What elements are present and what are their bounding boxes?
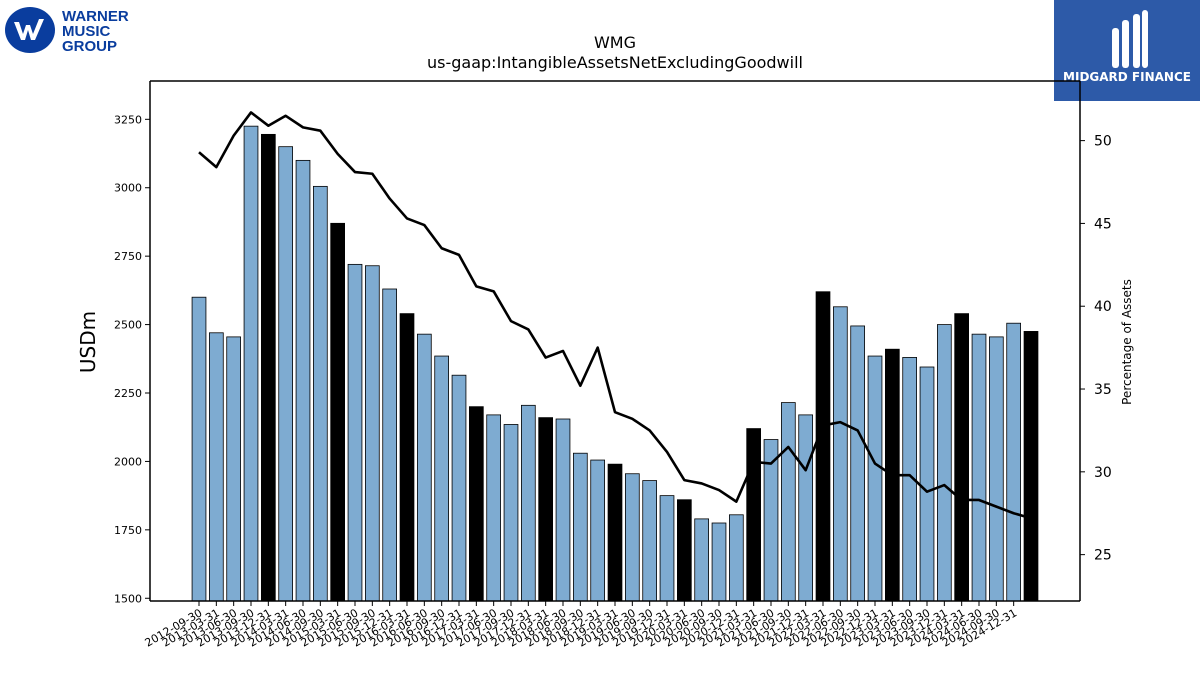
bar [850,325,865,602]
bar [382,288,398,602]
y-right-tick-label: 50 [1094,134,1112,150]
bar [867,355,883,602]
bar [555,418,571,602]
bar [295,159,311,602]
y-right-tick-label: 25 [1094,548,1112,564]
bar [260,133,276,602]
chart-subtitle: us-gaap:IntangibleAssetsNetExcludingGood… [427,53,803,72]
y-axis-label-left: USDm [76,311,100,373]
y-right-tick-label: 35 [1094,382,1112,398]
y-tick-label: 1750 [114,524,142,537]
bar [954,313,969,602]
bar [625,473,640,602]
bar [659,495,675,602]
y-right-tick-label: 30 [1094,465,1112,481]
x-axis-ticks: 2012-09-302013-03-312013-06-302013-09-30… [143,601,1019,650]
line-series [198,111,1032,520]
y-axis-label-right: Percentage of Assets [1120,279,1134,405]
bar [451,374,467,602]
y-right-tick-label: 45 [1094,216,1112,232]
wmg-logo-text-2: MUSIC [62,23,111,40]
y-right-tick-label: 40 [1094,299,1112,315]
bar [399,313,415,602]
bar [486,414,502,602]
bar [642,480,657,602]
bar [729,514,744,602]
bar [521,404,536,602]
bar [208,332,224,602]
bar [815,291,831,602]
bar [694,518,709,602]
mf-logo-text: MIDGARD FINANCE [1063,70,1191,84]
percentage-line [198,111,1032,520]
bar [468,406,484,602]
warner-music-group-logo: WARNER MUSIC GROUP [5,7,129,55]
bar-series [191,125,1039,602]
wmg-logo-text-1: WARNER [62,8,129,25]
bar [226,336,241,602]
bar [503,424,519,602]
midgard-finance-logo: MIDGARD FINANCE [1054,0,1200,101]
y-tick-label: 1500 [114,592,142,605]
y-axis-left-ticks: 1500 1750 2000 2250 2500 2750 3000 3250 [114,113,150,605]
bar [1006,322,1021,602]
bar [590,459,605,602]
bar [347,263,363,602]
y-axis-right-ticks: 25 30 35 40 45 50 [1080,134,1112,564]
wmg-logo-w-mark [14,19,44,40]
bar [1023,331,1039,602]
bar [278,146,294,602]
bar [971,333,987,602]
bar [781,402,796,602]
y-tick-label: 3250 [114,113,142,126]
bar [833,306,848,602]
bar [607,463,623,602]
mf-logo-emblem [1112,10,1148,68]
wmg-logo-text-3: GROUP [62,38,117,55]
bar [746,428,761,602]
bar [798,414,813,602]
bar [416,333,432,602]
bar [711,522,727,602]
bar [191,296,207,602]
bar [989,336,1004,602]
bar [573,452,588,602]
y-tick-label: 2250 [114,387,142,400]
bar [330,222,346,602]
bar [364,265,380,602]
bar [434,355,450,602]
y-tick-label: 3000 [114,182,142,195]
bar [312,185,328,602]
bar [677,499,692,602]
bar [919,366,935,602]
y-tick-label: 2000 [114,455,142,468]
bar [243,125,259,602]
chart-title: WMG [594,33,636,52]
bar [937,324,952,602]
y-tick-label: 2750 [114,250,142,263]
bar [538,417,553,602]
y-tick-label: 2500 [114,319,142,332]
